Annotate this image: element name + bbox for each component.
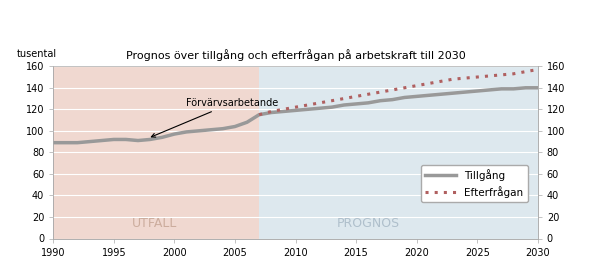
Bar	[259, 66, 538, 238]
Legend: Tillgång, Efterfrågan: Tillgång, Efterfrågan	[421, 165, 528, 202]
Bar	[53, 66, 259, 238]
Title: Prognos över tillgång och efterfrågan på arbetskraft till 2030: Prognos över tillgång och efterfrågan på…	[126, 49, 465, 61]
Text: Förvärvsarbetande: Förvärvsarbetande	[151, 98, 279, 137]
Text: tusental: tusental	[17, 49, 57, 59]
Text: Sjuksköterskor: Sjuksköterskor	[195, 11, 396, 36]
Text: UTFALL: UTFALL	[132, 217, 178, 230]
Text: PROGNOS: PROGNOS	[337, 217, 400, 230]
